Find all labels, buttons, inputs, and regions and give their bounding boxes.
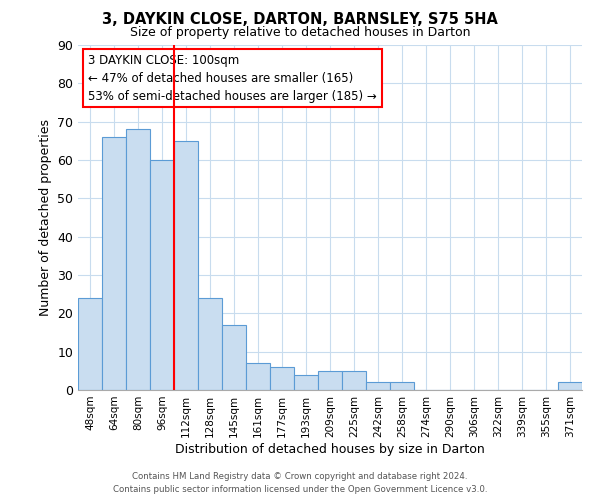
Text: 3, DAYKIN CLOSE, DARTON, BARNSLEY, S75 5HA: 3, DAYKIN CLOSE, DARTON, BARNSLEY, S75 5…	[102, 12, 498, 28]
Bar	[102, 137, 126, 390]
Bar	[174, 141, 198, 390]
Y-axis label: Number of detached properties: Number of detached properties	[38, 119, 52, 316]
Bar	[198, 298, 222, 390]
Text: 3 DAYKIN CLOSE: 100sqm
← 47% of detached houses are smaller (165)
53% of semi-de: 3 DAYKIN CLOSE: 100sqm ← 47% of detached…	[88, 54, 377, 102]
Bar	[390, 382, 414, 390]
Bar	[294, 374, 318, 390]
Bar	[126, 130, 150, 390]
X-axis label: Distribution of detached houses by size in Darton: Distribution of detached houses by size …	[175, 442, 485, 456]
Bar	[558, 382, 582, 390]
Text: Size of property relative to detached houses in Darton: Size of property relative to detached ho…	[130, 26, 470, 39]
Bar	[246, 363, 270, 390]
Bar	[366, 382, 390, 390]
Bar	[78, 298, 102, 390]
Text: Contains HM Land Registry data © Crown copyright and database right 2024.
Contai: Contains HM Land Registry data © Crown c…	[113, 472, 487, 494]
Bar	[318, 371, 342, 390]
Bar	[222, 325, 246, 390]
Bar	[150, 160, 174, 390]
Bar	[342, 371, 366, 390]
Bar	[270, 367, 294, 390]
